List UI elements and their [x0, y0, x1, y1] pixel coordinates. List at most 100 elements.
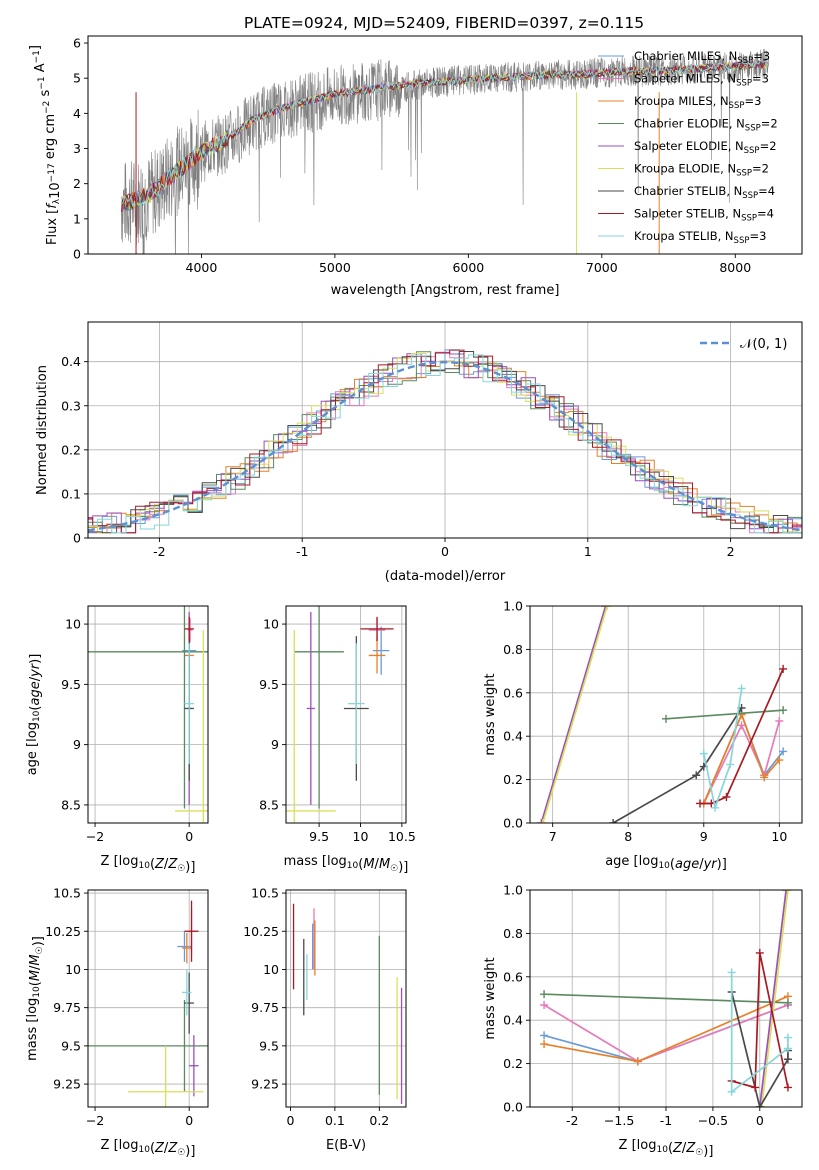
figure-title: PLATE=0924, MJD=52409, FIBERID=0397, z=0…: [244, 14, 644, 32]
legend-sub: SSP: [734, 236, 750, 246]
label-part: age [log: [605, 854, 658, 869]
legend-entry-3: Chabrier ELODIE, NSSP=2: [634, 117, 778, 134]
legend-sub: SSP: [737, 56, 753, 66]
weight-marker: [755, 948, 764, 957]
y-tick-label: 9: [271, 737, 279, 752]
weight-line-4: [758, 890, 787, 1107]
label-part: M: [28, 954, 43, 965]
weight-marker: [540, 990, 549, 999]
x-tick-label: 10: [771, 829, 787, 844]
x-tick-label: 0.2: [369, 1113, 389, 1128]
normal-curve: [88, 360, 802, 532]
x-tick-label: 0: [756, 1113, 764, 1128]
x-tick-label: -2: [153, 544, 165, 559]
y-tick-label: 0.2: [61, 442, 81, 457]
y-tick-label: 9.5: [259, 677, 279, 692]
weight-line-6: [612, 707, 743, 823]
weight-marker: [540, 1040, 549, 1049]
legend-entry-8: Kroupa STELIB, NSSP=3: [634, 229, 766, 246]
legend-entry-2: Kroupa MILES, NSSP=3: [634, 94, 761, 111]
label-part: ☉: [695, 1148, 703, 1158]
label-part: 10: [347, 861, 359, 871]
legend-sub: SSP: [745, 124, 761, 134]
y-tick-label: 1.0: [503, 883, 523, 898]
y-tick-label: 8.5: [61, 797, 81, 812]
y-tick-label: 9.75: [53, 1000, 81, 1015]
x-tick-label: -1: [660, 1113, 672, 1128]
weight-marker: [603, 606, 612, 610]
y-tick-label: 10: [65, 617, 81, 632]
weight-marker: [538, 819, 547, 823]
legend-entry-5: Kroupa ELODIE, NSSP=2: [634, 162, 769, 179]
label-part: )]: [398, 860, 408, 875]
label-part: ☉: [390, 864, 398, 874]
weight-marker: [537, 819, 546, 823]
y-tick-label: 0.6: [503, 685, 523, 700]
y-tick-label: 0.6: [503, 969, 523, 984]
label-part: Z: [167, 1141, 178, 1156]
plot-area: [292, 903, 403, 1104]
x-tick-label: 10.5: [388, 829, 416, 844]
y-tick-label: 10: [263, 962, 279, 977]
x-tick-label: 0: [185, 1113, 193, 1128]
weight-line-1: [703, 720, 781, 804]
x-tick-label: −0.5: [698, 1113, 728, 1128]
x-tick-label: 2: [727, 544, 735, 559]
plot-area: [88, 349, 802, 534]
label-part: (: [28, 981, 43, 986]
weight-marker: [692, 771, 701, 780]
y-tick-label: 9.5: [61, 1038, 81, 1053]
label-part: −2: [42, 101, 52, 114]
label-part: 10: [656, 1145, 668, 1155]
label-part: Z: [685, 1141, 696, 1156]
x-tick-label: −1.5: [604, 1113, 634, 1128]
label-part: )]: [185, 860, 195, 875]
legend-name: Kroupa MILES, N: [634, 94, 729, 108]
legend-sub: SSP: [742, 191, 758, 201]
label-part: −1: [37, 76, 47, 89]
plot-area: [537, 606, 788, 823]
label-part: erg cm: [43, 114, 58, 163]
weight-marker: [696, 799, 704, 808]
label-part: Z [log: [619, 1138, 657, 1153]
weight-line-5: [541, 606, 608, 823]
x-tick-label: 7: [549, 829, 557, 844]
plot-area: [88, 900, 208, 1107]
legend-sub: SSP: [736, 79, 752, 89]
weight-marker: [699, 749, 708, 758]
label-part: Flux [: [45, 209, 60, 245]
y-axis-label: mass [log10(M/M☉)]: [25, 936, 46, 1061]
label-part: f: [45, 202, 60, 209]
axes-frame: [87, 35, 803, 255]
weight-marker: [783, 998, 792, 1007]
x-tick-label: 8: [624, 829, 632, 844]
weight-marker: [755, 1103, 764, 1107]
plot-area: [120, 48, 769, 254]
label-part: −17: [47, 163, 57, 182]
y-tick-label: 8.5: [259, 797, 279, 812]
weight-marker: [737, 684, 746, 693]
x-axis-label: mass [log10(M/M☉)]: [284, 854, 409, 875]
x-axis-label: E(B-V): [326, 1138, 366, 1153]
x-tick-label: −2: [86, 1113, 104, 1128]
x-tick-label: −2: [86, 829, 104, 844]
y-tick-label: 9: [73, 737, 81, 752]
y-tick-label: 2: [73, 176, 81, 191]
weight-line-2: [703, 712, 780, 804]
weight-line-8: [730, 972, 789, 1094]
y-tick-label: 3: [73, 141, 81, 156]
label-part: M: [363, 857, 374, 872]
weight-marker: [783, 890, 792, 894]
legend-sub: SSP: [741, 214, 757, 224]
weight-marker: [726, 760, 735, 769]
weight-line-6: [730, 991, 789, 1107]
x-tick-label: 6000: [452, 260, 484, 275]
y-tick-label: 0: [73, 531, 81, 546]
label-part: (: [28, 706, 43, 711]
x-tick-label: 0: [185, 829, 193, 844]
legend-name: Salpeter STELIB, N: [634, 207, 741, 221]
y-tick-label: 0.0: [503, 1100, 523, 1115]
y-tick-label: 10.5: [53, 886, 81, 901]
